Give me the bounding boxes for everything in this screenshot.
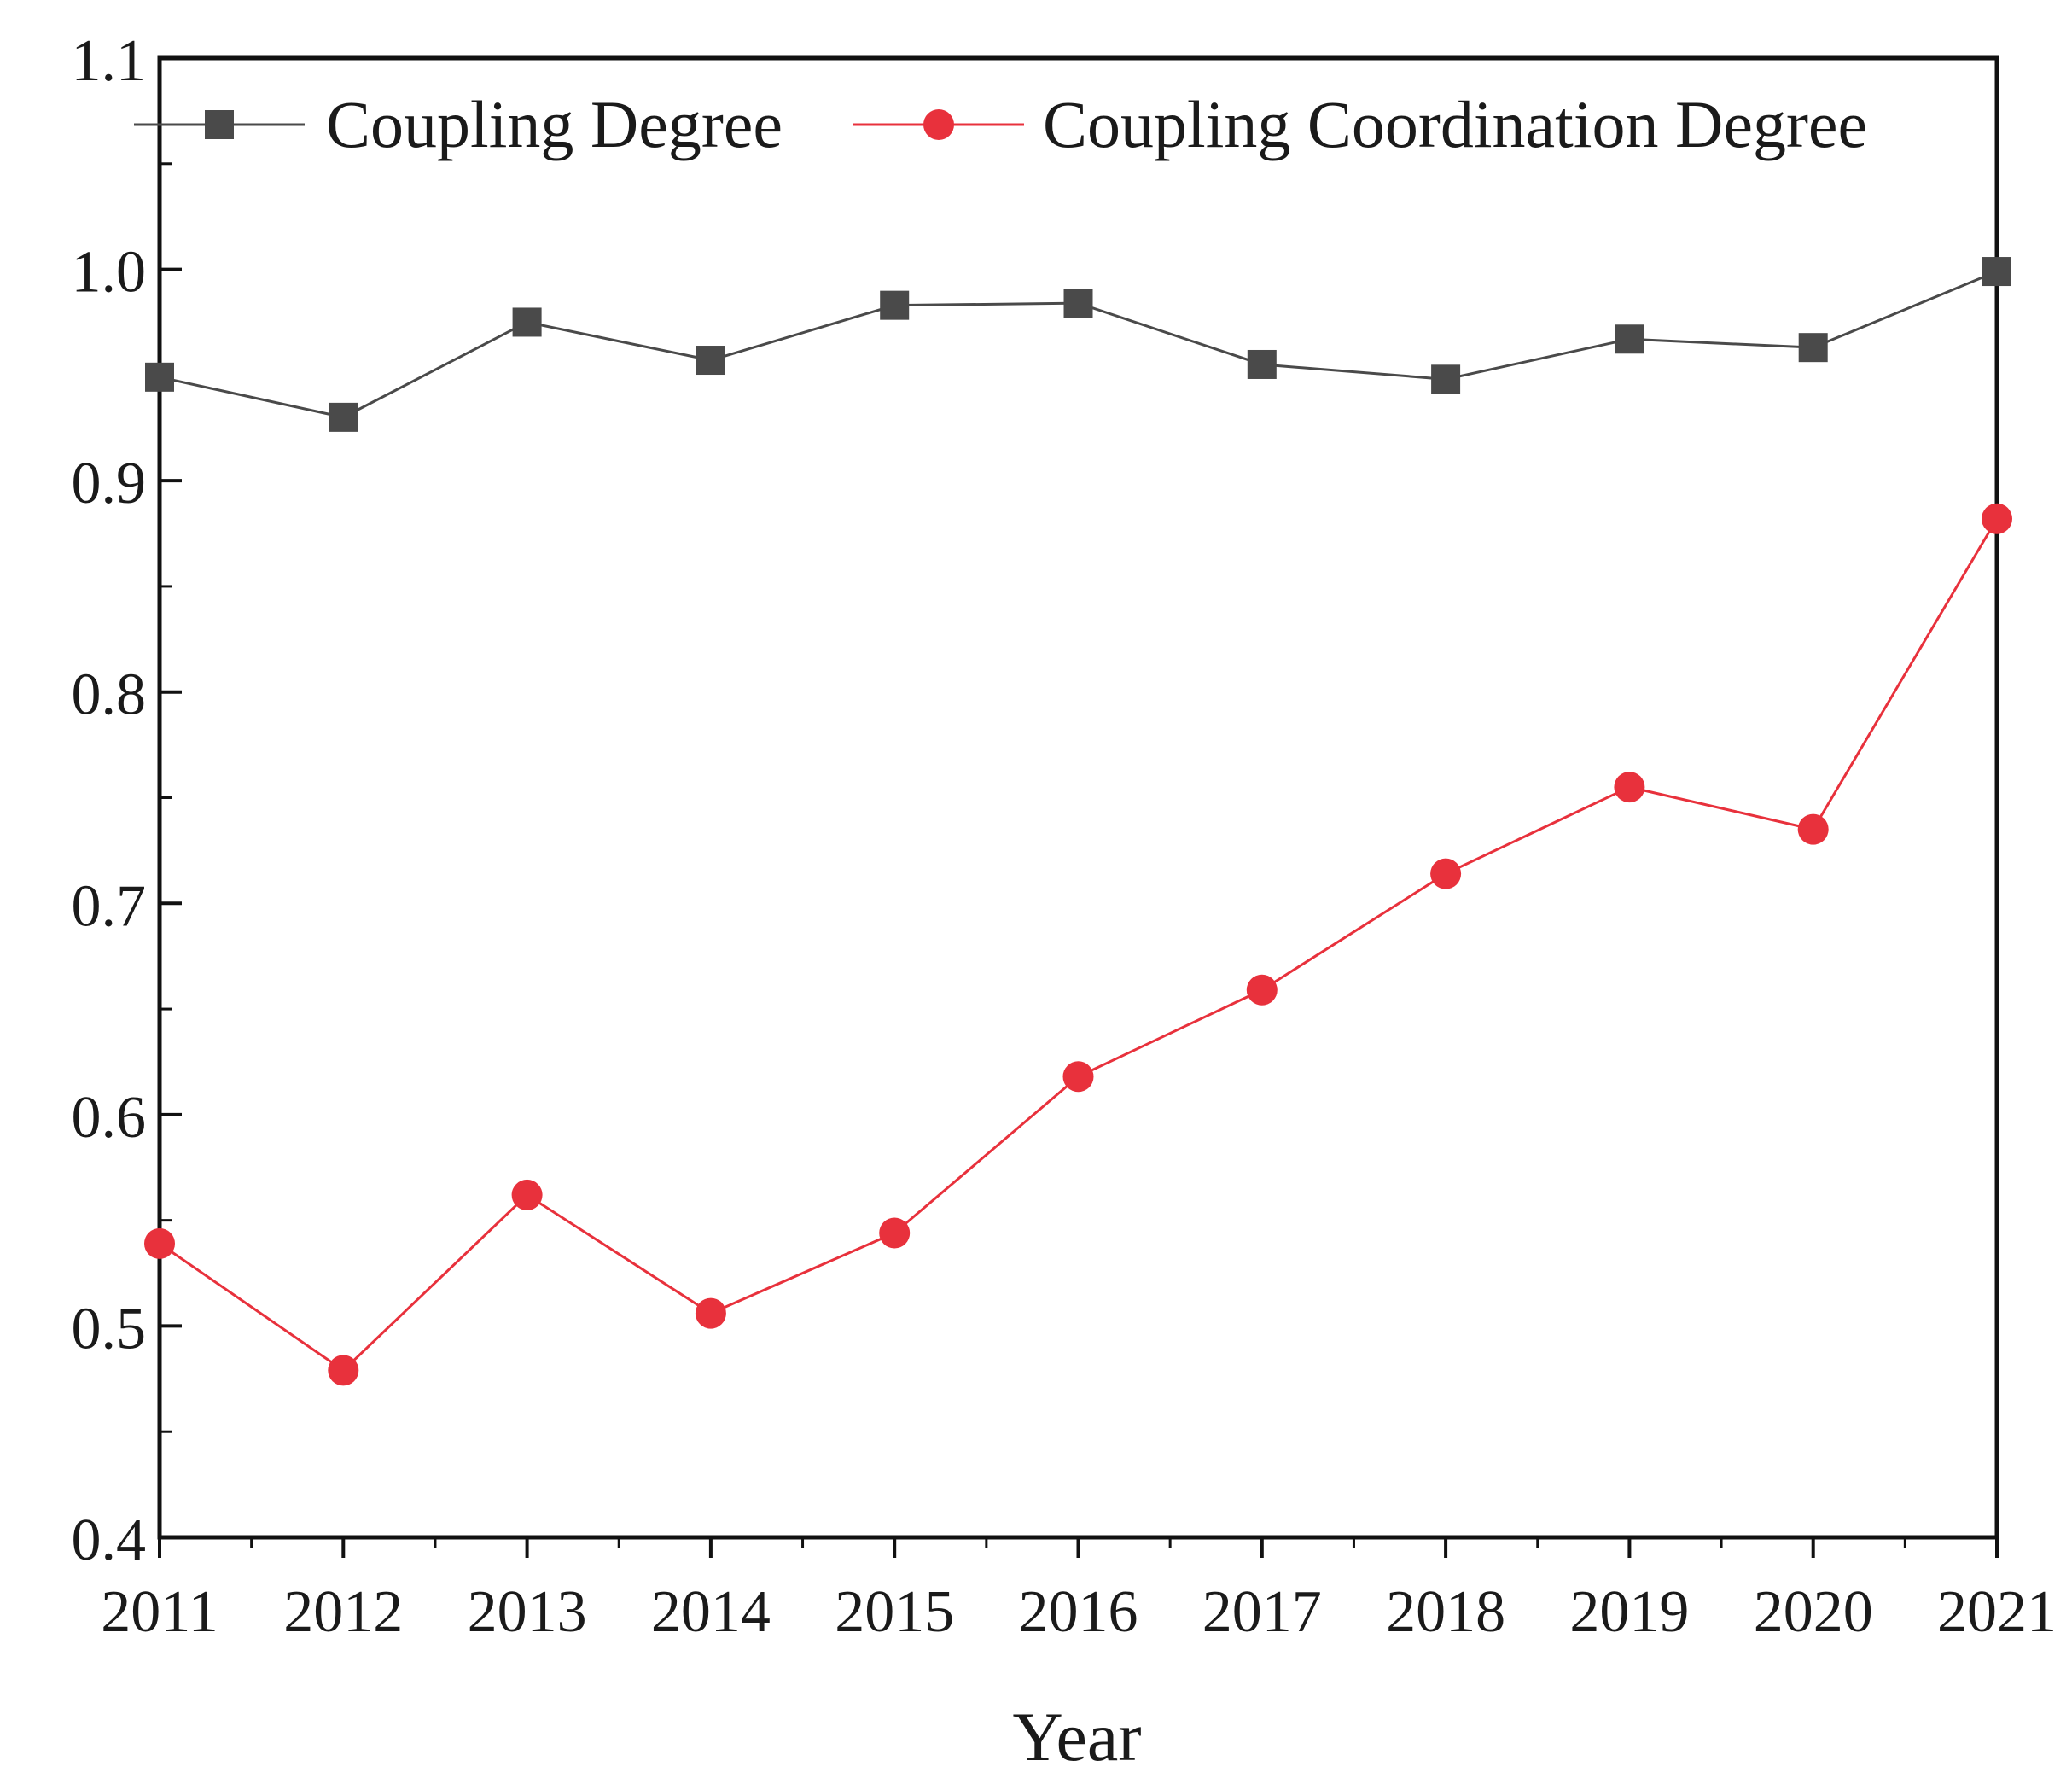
x-tick-label: 2011 [101,1579,218,1645]
data-point-coupling-coordination-degree-2011 [144,1227,175,1259]
legend-marker-square-icon [205,110,234,139]
data-point-coupling-coordination-degree-2015 [879,1217,911,1249]
data-point-coupling-degree-2016 [1063,289,1093,318]
y-tick-label: 1.1 [72,28,147,94]
x-tick-label: 2016 [1019,1579,1138,1645]
x-tick-label: 2015 [835,1579,954,1645]
legend-entry-coupling-degree: Coupling Degree [134,87,783,161]
data-point-coupling-coordination-degree-2016 [1062,1061,1094,1093]
series-layer [144,257,2012,1386]
data-point-coupling-degree-2015 [880,290,910,320]
data-point-coupling-coordination-degree-2017 [1246,974,1278,1006]
data-point-coupling-coordination-degree-2013 [511,1179,543,1210]
y-tick-label: 0.5 [72,1296,147,1361]
data-point-coupling-coordination-degree-2020 [1797,813,1829,845]
data-point-coupling-degree-2011 [145,362,174,392]
data-point-coupling-degree-2021 [1982,257,2011,287]
y-tick-label: 0.4 [72,1507,147,1573]
series-coupling-coordination-degree [144,503,2012,1386]
series-coupling-degree [145,257,2011,432]
y-tick-label: 0.6 [72,1085,147,1151]
x-tick-label: 2019 [1569,1579,1689,1645]
data-point-coupling-degree-2017 [1247,349,1277,379]
data-point-coupling-coordination-degree-2018 [1430,858,1462,889]
x-tick-label: 2021 [1937,1579,2057,1645]
axis-ticks: 0.4 0.5 0.6 0.7 0.8 0.9 1.0 1.1 2011 2012 2013 2014… [72,28,2057,1645]
legend-marker-circle-icon [923,109,954,140]
data-point-coupling-coordination-degree-2019 [1614,772,1645,803]
data-point-coupling-degree-2013 [512,307,542,337]
y-tick-label: 0.9 [72,451,147,516]
x-tick-label: 2014 [651,1579,771,1645]
data-point-coupling-degree-2019 [1615,324,1644,354]
y-tick-label: 0.7 [72,873,147,939]
legend: Coupling Degree Coupling Coordination De… [134,87,1867,161]
legend-label-coupling-degree: Coupling Degree [326,87,783,161]
x-tick-label: 2018 [1386,1579,1505,1645]
data-point-coupling-degree-2020 [1798,333,1828,363]
x-axis-title: Year [1012,1698,1141,1775]
y-tick-label: 0.8 [72,662,147,728]
x-tick-label: 2013 [468,1579,587,1645]
legend-entry-coupling-coordination-degree: Coupling Coordination Degree [853,87,1867,161]
data-point-coupling-degree-2018 [1431,364,1461,394]
data-point-coupling-coordination-degree-2014 [695,1297,726,1329]
x-tick-label: 2012 [283,1579,403,1645]
x-tick-label: 2020 [1754,1579,1873,1645]
data-point-coupling-degree-2014 [696,346,725,376]
data-point-coupling-coordination-degree-2012 [328,1355,359,1386]
data-point-coupling-degree-2012 [329,402,358,432]
x-tick-label: 2017 [1202,1579,1322,1645]
data-point-coupling-coordination-degree-2021 [1982,503,2012,534]
legend-label-coupling-coordination-degree: Coupling Coordination Degree [1043,87,1867,161]
y-tick-label: 1.0 [72,240,147,306]
